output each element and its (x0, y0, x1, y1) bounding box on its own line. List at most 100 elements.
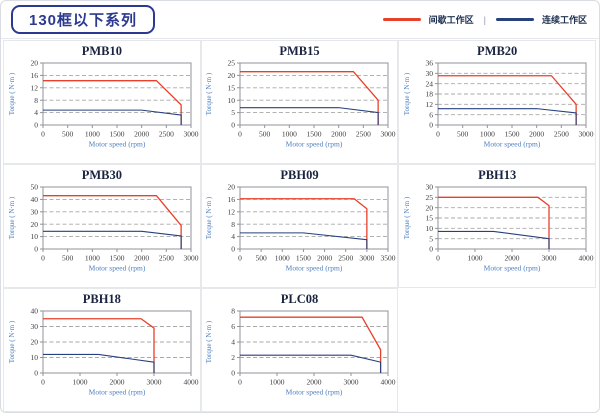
x-tick-label: 2000 (307, 378, 322, 387)
chart-title: PMB20 (477, 44, 518, 58)
y-tick-label: 12 (426, 100, 434, 109)
y-tick-label: 8 (34, 96, 38, 105)
y-tick-label: 6 (429, 110, 433, 119)
series-continuous (438, 230, 550, 249)
x-axis-label: Motor speed (rpm) (89, 264, 146, 273)
x-axis-label: Motor speed (rpm) (286, 264, 343, 273)
series-continuous (438, 108, 577, 125)
y-tick-label: 10 (426, 224, 434, 233)
x-tick-label: 3000 (344, 378, 359, 387)
x-tick-label: 0 (41, 378, 45, 387)
legend-label-continuous: 连续工作区 (541, 15, 587, 25)
x-tick-label: 1500 (109, 254, 124, 263)
x-tick-label: 1000 (275, 254, 290, 263)
series-intermittent (42, 80, 182, 125)
x-tick-label: 2000 (134, 254, 149, 263)
x-tick-label: 2500 (339, 254, 354, 263)
chart-title: PBH13 (478, 168, 517, 182)
continuous-line-swatch (495, 18, 534, 21)
legend: 间歇工作区 | 连续工作区 (382, 13, 587, 26)
series-continuous (240, 354, 382, 373)
page-title: 130框以下系列 (11, 5, 156, 34)
x-tick-label: 1500 (296, 254, 311, 263)
torque-speed-plot: 0 2 4 6 8 0 1000 2000 3000 4000 Motor speed (rpm) T… (205, 307, 396, 397)
y-tick-label: 50 (30, 183, 38, 192)
x-tick-label: 500 (256, 254, 268, 263)
series-intermittent (240, 71, 380, 125)
y-tick-label: 20 (228, 183, 236, 192)
y-tick-label: 15 (228, 83, 236, 92)
y-tick-label: 0 (34, 121, 38, 130)
chart-tile-pbh09: PBH09 0 4 8 12 16 20 0 500 1000 1500 2000 2500 3000 35… (200, 164, 399, 288)
y-tick-label: 20 (30, 220, 38, 229)
header: 130框以下系列 间歇工作区 | 连续工作区 (1, 1, 599, 39)
x-tick-label: 3000 (183, 130, 198, 139)
chart-tile-pbh13: PBH13 0 5 10 15 20 25 30 0 1000 2000 3000 4000 Motor … (398, 164, 596, 288)
x-tick-label: 3000 (579, 130, 594, 139)
y-tick-label: 10 (30, 353, 38, 362)
x-axis-label: Motor speed (rpm) (286, 388, 343, 397)
y-tick-label: 24 (426, 79, 434, 88)
series-intermittent (438, 196, 550, 249)
y-axis-label: Torque ( N·m ) (403, 72, 411, 115)
y-tick-label: 4 (232, 338, 236, 347)
chart-tile-pmb20: PMB20 0 6 12 18 24 30 36 0 500 1000 1500 2000 2500 300… (398, 40, 596, 164)
x-tick-label: 1000 (85, 130, 100, 139)
y-tick-label: 18 (426, 90, 434, 99)
x-tick-label: 500 (62, 130, 74, 139)
y-tick-label: 5 (232, 108, 236, 117)
x-axis-label: Motor speed (rpm) (89, 140, 146, 149)
x-tick-label: 2000 (318, 254, 333, 263)
x-tick-label: 3000 (146, 378, 161, 387)
y-tick-label: 25 (426, 193, 434, 202)
y-tick-label: 12 (228, 207, 236, 216)
y-tick-label: 36 (426, 59, 434, 68)
y-tick-label: 25 (228, 59, 236, 68)
y-axis-label: Torque ( N·m ) (205, 320, 213, 363)
x-tick-label: 3000 (381, 130, 396, 139)
x-axis-label: Motor speed (rpm) (484, 264, 541, 273)
series-continuous (42, 353, 155, 373)
series-continuous (240, 232, 368, 249)
y-tick-label: 20 (30, 338, 38, 347)
series-intermittent (42, 318, 155, 373)
chart-tile-pbh18: PBH18 0 10 20 30 40 0 1000 2000 3000 4000 Motor spe… (3, 288, 201, 412)
x-tick-label: 3000 (183, 254, 198, 263)
x-tick-label: 2000 (134, 130, 149, 139)
empty-cell (398, 288, 596, 412)
y-tick-label: 0 (232, 121, 236, 130)
y-tick-label: 0 (429, 245, 433, 254)
x-tick-label: 0 (41, 130, 45, 139)
x-tick-label: 1000 (85, 254, 100, 263)
x-tick-label: 1000 (72, 378, 87, 387)
plot-border (239, 186, 389, 250)
x-tick-label: 500 (457, 130, 469, 139)
series-continuous (42, 109, 182, 125)
x-tick-label: 0 (436, 254, 440, 263)
y-tick-label: 5 (429, 234, 433, 243)
x-tick-label: 4000 (579, 254, 594, 263)
y-axis-label: Torque ( N·m ) (8, 320, 16, 363)
y-axis-label: Torque ( N·m ) (205, 196, 213, 239)
y-tick-label: 40 (30, 307, 38, 316)
x-tick-label: 3000 (360, 254, 375, 263)
x-tick-label: 2000 (505, 254, 520, 263)
torque-speed-plot: 0 4 8 12 16 20 0 500 1000 1500 2000 2500 3000 3500 Mot… (205, 183, 396, 273)
chart-title: PBH18 (82, 292, 121, 306)
y-tick-label: 16 (228, 195, 236, 204)
y-tick-label: 0 (232, 245, 236, 254)
y-tick-label: 30 (426, 69, 434, 78)
x-tick-label: 500 (62, 254, 74, 263)
y-tick-label: 15 (426, 214, 434, 223)
y-tick-label: 12 (30, 83, 38, 92)
y-tick-label: 16 (30, 71, 38, 80)
series-intermittent (42, 195, 182, 249)
y-axis-label: Torque ( N·m ) (403, 196, 411, 239)
legend-label-intermittent: 间歇工作区 (428, 15, 474, 25)
x-tick-label: 3500 (381, 254, 396, 263)
x-tick-label: 2000 (529, 130, 544, 139)
y-tick-label: 8 (232, 307, 236, 316)
series-continuous (240, 107, 380, 125)
